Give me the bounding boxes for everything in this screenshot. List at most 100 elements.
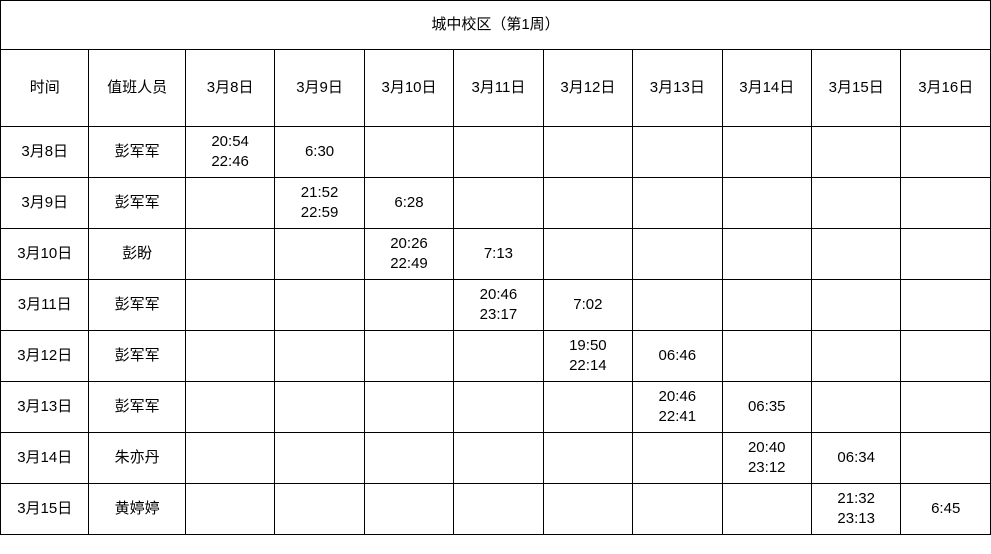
row-person: 彭军军 bbox=[88, 279, 186, 331]
cell-time bbox=[900, 330, 991, 382]
cell-time bbox=[632, 177, 723, 229]
row-person: 朱亦丹 bbox=[88, 432, 186, 484]
cell-time: 21:52 22:59 bbox=[274, 177, 365, 229]
cell-time bbox=[721, 483, 812, 535]
cell-time bbox=[721, 330, 812, 382]
cell-time: 20:54 22:46 bbox=[184, 126, 276, 178]
cell-time bbox=[542, 381, 634, 433]
table-row: 3月15日 黄婷婷 21:32 23:13 6:45 bbox=[0, 483, 991, 535]
cell-time bbox=[810, 126, 902, 178]
cell-time bbox=[810, 330, 902, 382]
column-header-day-7: 3月14日 bbox=[721, 49, 812, 127]
cell-time bbox=[363, 381, 455, 433]
cell-time: 6:30 bbox=[274, 126, 365, 178]
cell-time bbox=[274, 228, 365, 280]
row-date: 3月10日 bbox=[0, 228, 90, 280]
cell-time bbox=[453, 330, 544, 382]
cell-time bbox=[810, 228, 902, 280]
cell-time: 20:40 23:12 bbox=[721, 432, 812, 484]
cell-time: 19:50 22:14 bbox=[542, 330, 634, 382]
column-header-time: 时间 bbox=[0, 49, 90, 127]
cell-time bbox=[363, 483, 455, 535]
row-person: 彭盼 bbox=[88, 228, 186, 280]
cell-time bbox=[900, 177, 991, 229]
row-person: 黄婷婷 bbox=[88, 483, 186, 535]
cell-time bbox=[184, 432, 276, 484]
cell-time bbox=[900, 228, 991, 280]
cell-time bbox=[542, 126, 634, 178]
column-header-day-4: 3月11日 bbox=[453, 49, 544, 127]
cell-time bbox=[900, 381, 991, 433]
cell-time bbox=[542, 483, 634, 535]
cell-time bbox=[900, 279, 991, 331]
row-person: 彭军军 bbox=[88, 177, 186, 229]
table-row: 3月14日 朱亦丹 20:40 23:12 06:34 bbox=[0, 432, 991, 484]
cell-time bbox=[363, 432, 455, 484]
cell-time bbox=[721, 279, 812, 331]
row-date: 3月9日 bbox=[0, 177, 90, 229]
cell-time: 6:45 bbox=[900, 483, 991, 535]
row-person: 彭军军 bbox=[88, 381, 186, 433]
cell-time: 06:46 bbox=[632, 330, 723, 382]
cell-time bbox=[632, 228, 723, 280]
cell-time bbox=[900, 432, 991, 484]
row-date: 3月11日 bbox=[0, 279, 90, 331]
cell-time: 06:35 bbox=[721, 381, 812, 433]
table-row: 3月12日 彭军军 19:50 22:14 06:46 bbox=[0, 330, 991, 382]
cell-time bbox=[810, 381, 902, 433]
cell-time bbox=[184, 279, 276, 331]
cell-time bbox=[184, 483, 276, 535]
row-person: 彭军军 bbox=[88, 330, 186, 382]
cell-time bbox=[363, 126, 455, 178]
table-row: 3月9日 彭军军 21:52 22:59 6:28 bbox=[0, 177, 991, 229]
column-header-person: 值班人员 bbox=[88, 49, 186, 127]
cell-time bbox=[721, 177, 812, 229]
cell-time: 21:32 23:13 bbox=[810, 483, 902, 535]
cell-time bbox=[363, 279, 455, 331]
column-header-day-9: 3月16日 bbox=[900, 49, 991, 127]
cell-time bbox=[453, 432, 544, 484]
cell-time bbox=[632, 483, 723, 535]
cell-time bbox=[632, 432, 723, 484]
table-row: 3月11日 彭军军 20:46 23:17 7:02 bbox=[0, 279, 991, 331]
column-header-day-1: 3月8日 bbox=[184, 49, 276, 127]
column-header-day-6: 3月13日 bbox=[632, 49, 723, 127]
cell-time bbox=[453, 381, 544, 433]
table-row: 3月10日 彭盼 20:26 22:49 7:13 bbox=[0, 228, 991, 280]
cell-time bbox=[363, 330, 455, 382]
cell-time bbox=[900, 126, 991, 178]
table-row: 3月8日 彭军军 20:54 22:46 6:30 bbox=[0, 126, 991, 178]
column-header-day-8: 3月15日 bbox=[810, 49, 902, 127]
cell-time bbox=[274, 330, 365, 382]
cell-time bbox=[542, 228, 634, 280]
table-row: 3月13日 彭军军 20:46 22:41 06:35 bbox=[0, 381, 991, 433]
duty-schedule-table: 城中校区（第1周） 时间 值班人员 3月8日 3月9日 3月10日 3月11日 … bbox=[0, 0, 991, 535]
cell-time bbox=[453, 177, 544, 229]
cell-time bbox=[810, 279, 902, 331]
cell-time bbox=[453, 483, 544, 535]
column-header-day-3: 3月10日 bbox=[363, 49, 455, 127]
cell-time: 20:46 23:17 bbox=[453, 279, 544, 331]
cell-time bbox=[184, 330, 276, 382]
cell-time: 20:46 22:41 bbox=[632, 381, 723, 433]
cell-time bbox=[274, 381, 365, 433]
page-title: 城中校区（第1周） bbox=[0, 0, 991, 50]
row-date: 3月8日 bbox=[0, 126, 90, 178]
cell-time bbox=[274, 279, 365, 331]
cell-time: 7:02 bbox=[542, 279, 634, 331]
cell-time bbox=[632, 126, 723, 178]
cell-time bbox=[632, 279, 723, 331]
cell-time bbox=[184, 228, 276, 280]
cell-time bbox=[184, 177, 276, 229]
row-date: 3月12日 bbox=[0, 330, 90, 382]
row-date: 3月13日 bbox=[0, 381, 90, 433]
title-row: 城中校区（第1周） bbox=[0, 0, 991, 50]
cell-time: 7:13 bbox=[453, 228, 544, 280]
cell-time bbox=[542, 432, 634, 484]
cell-time bbox=[274, 483, 365, 535]
column-header-day-5: 3月12日 bbox=[542, 49, 634, 127]
row-person: 彭军军 bbox=[88, 126, 186, 178]
cell-time bbox=[274, 432, 365, 484]
column-header-day-2: 3月9日 bbox=[274, 49, 365, 127]
cell-time bbox=[184, 381, 276, 433]
